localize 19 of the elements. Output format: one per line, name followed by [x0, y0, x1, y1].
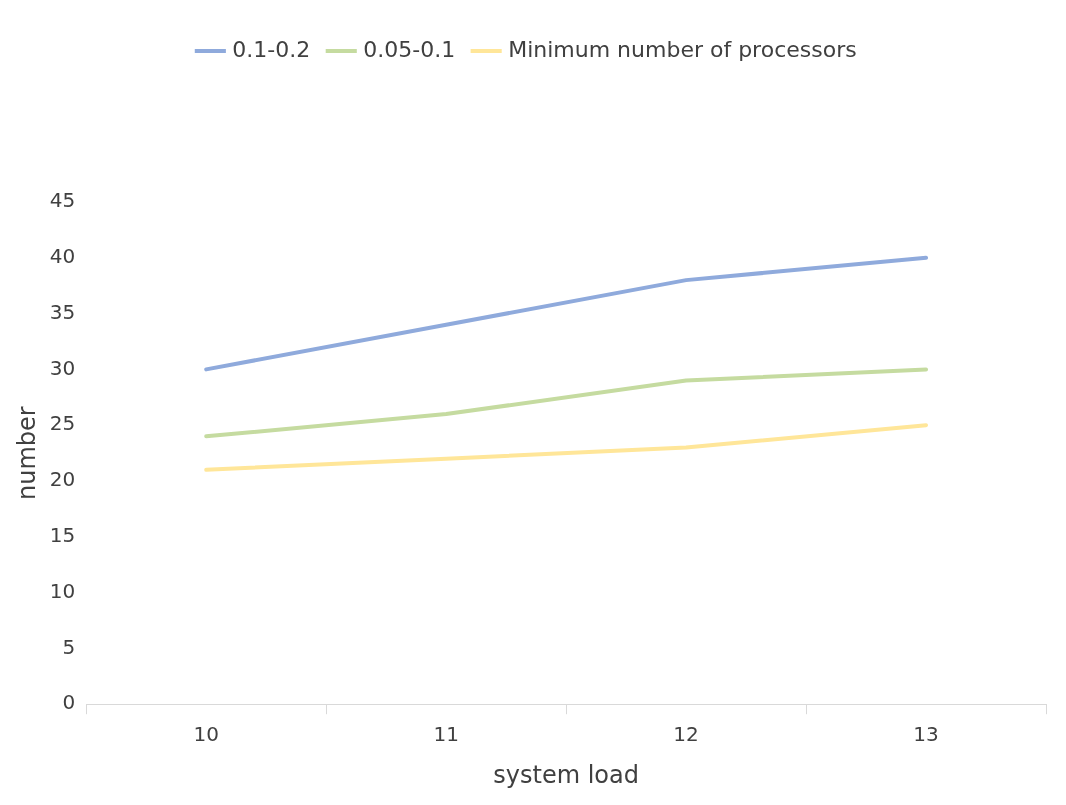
x-tick-label: 13 — [913, 722, 939, 747]
y-tick-label: 5 — [62, 634, 76, 659]
x-tick-label: 10 — [193, 722, 219, 747]
legend-label: 0.05-0.1 — [363, 36, 456, 62]
y-tick-label: 30 — [49, 355, 76, 380]
y-tick-label: 15 — [49, 523, 76, 547]
legend-label: Minimum number of processors — [508, 36, 857, 62]
x-tick-label: 11 — [433, 722, 459, 747]
y-tick-label: 10 — [49, 578, 76, 603]
x-axis-title: system load — [493, 760, 639, 789]
y-tick-label: 0 — [62, 690, 76, 715]
y-tick-label: 45 — [49, 188, 76, 213]
legend-label: 0.1-0.2 — [232, 36, 311, 62]
y-tick-label: 35 — [49, 299, 76, 324]
y-tick-label: 40 — [49, 244, 76, 268]
x-tick-label: 12 — [673, 722, 699, 747]
y-axis-title: number — [12, 406, 41, 500]
y-tick-label: 25 — [49, 411, 76, 436]
y-tick-label: 20 — [49, 467, 76, 492]
